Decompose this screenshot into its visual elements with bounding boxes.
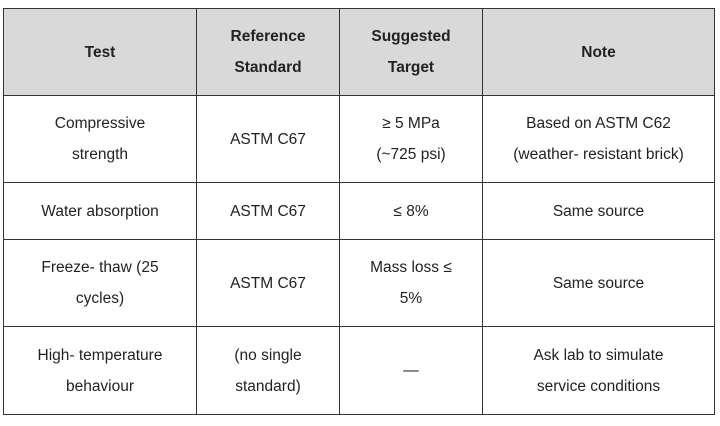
cell-line: Compressive [54,115,146,132]
table-cell: ≤ 8% [339,182,483,240]
table-cell: Freeze- thaw (25 cycles) [3,239,197,327]
cell-line: Reference [230,28,306,45]
cell-line: Standard [234,59,302,76]
header-cell: Note [482,8,715,96]
cell-line: High- temperature [37,346,163,364]
cell-line: Based on ASTM C62 [526,115,671,132]
table-row: Water absorption ASTM C67 ≤ 8% Same source [3,182,715,240]
cell-line: Same source [552,202,645,220]
table-cell: ASTM C67 [196,182,340,240]
cell-line: Mass loss ≤ [370,259,452,276]
header-cell: Reference Standard [196,8,340,96]
cell-line: — [403,362,419,379]
table-cell: ≥ 5 MPa (~725 psi) [339,95,483,183]
header-cell: Suggested Target [339,8,483,96]
cell-line: (~725 psi) [376,146,446,163]
table-cell: — [339,326,483,415]
table-cell: Same source [482,182,715,240]
cell-line: cycles) [75,290,125,307]
table: Test Reference Standard Suggested Target Note… [3,8,715,415]
cell-line: ASTM C67 [230,202,306,220]
cell-line: Test [84,43,116,61]
cell-line: strength [71,146,128,163]
cell-line: Ask lab to simulate [533,346,664,364]
cell-line: ≤ 8% [393,202,429,220]
table-row: Compressive strength ASTM C67 ≥ 5 MPa (~725 … [3,95,715,183]
table-cell: ASTM C67 [196,95,340,183]
cell-line: ASTM C67 [230,130,306,148]
cell-line: Same source [552,274,645,292]
cell-line: (no single [234,346,302,364]
table-cell: ASTM C67 [196,239,340,327]
cell-line: (weather- resistant brick) [513,146,684,163]
table-cell: Based on ASTM C62 (weather- resistant bri… [482,95,715,183]
cell-line: Target [387,59,435,76]
cell-line: Freeze- thaw (25 [41,259,159,276]
header-row: Test Reference Standard Suggested Target Note [3,8,715,96]
table-row: High- temperature behaviour (no single stan… [3,326,715,415]
cell-line: Note [581,43,616,61]
table-row: Freeze- thaw (25 cycles) ASTM C67 Mass loss… [3,239,715,327]
cell-line: service conditions [536,377,661,395]
cell-line: behaviour [65,377,135,395]
table-cell: Water absorption [3,182,197,240]
cell-line: Suggested [371,28,451,45]
table-cell: Mass loss ≤ 5% [339,239,483,327]
table-cell: Ask lab to simulate service conditions [482,326,715,415]
table-cell: High- temperature behaviour [3,326,197,415]
table-cell: (no single standard) [196,326,340,415]
cell-line: ≥ 5 MPa [382,115,440,132]
cell-line: 5% [399,290,423,307]
cell-line: Water absorption [41,202,159,220]
cell-line: ASTM C67 [230,274,306,292]
header-cell: Test [3,8,197,96]
cell-line: standard) [235,377,301,395]
table-cell: Compressive strength [3,95,197,183]
table-cell: Same source [482,239,715,327]
